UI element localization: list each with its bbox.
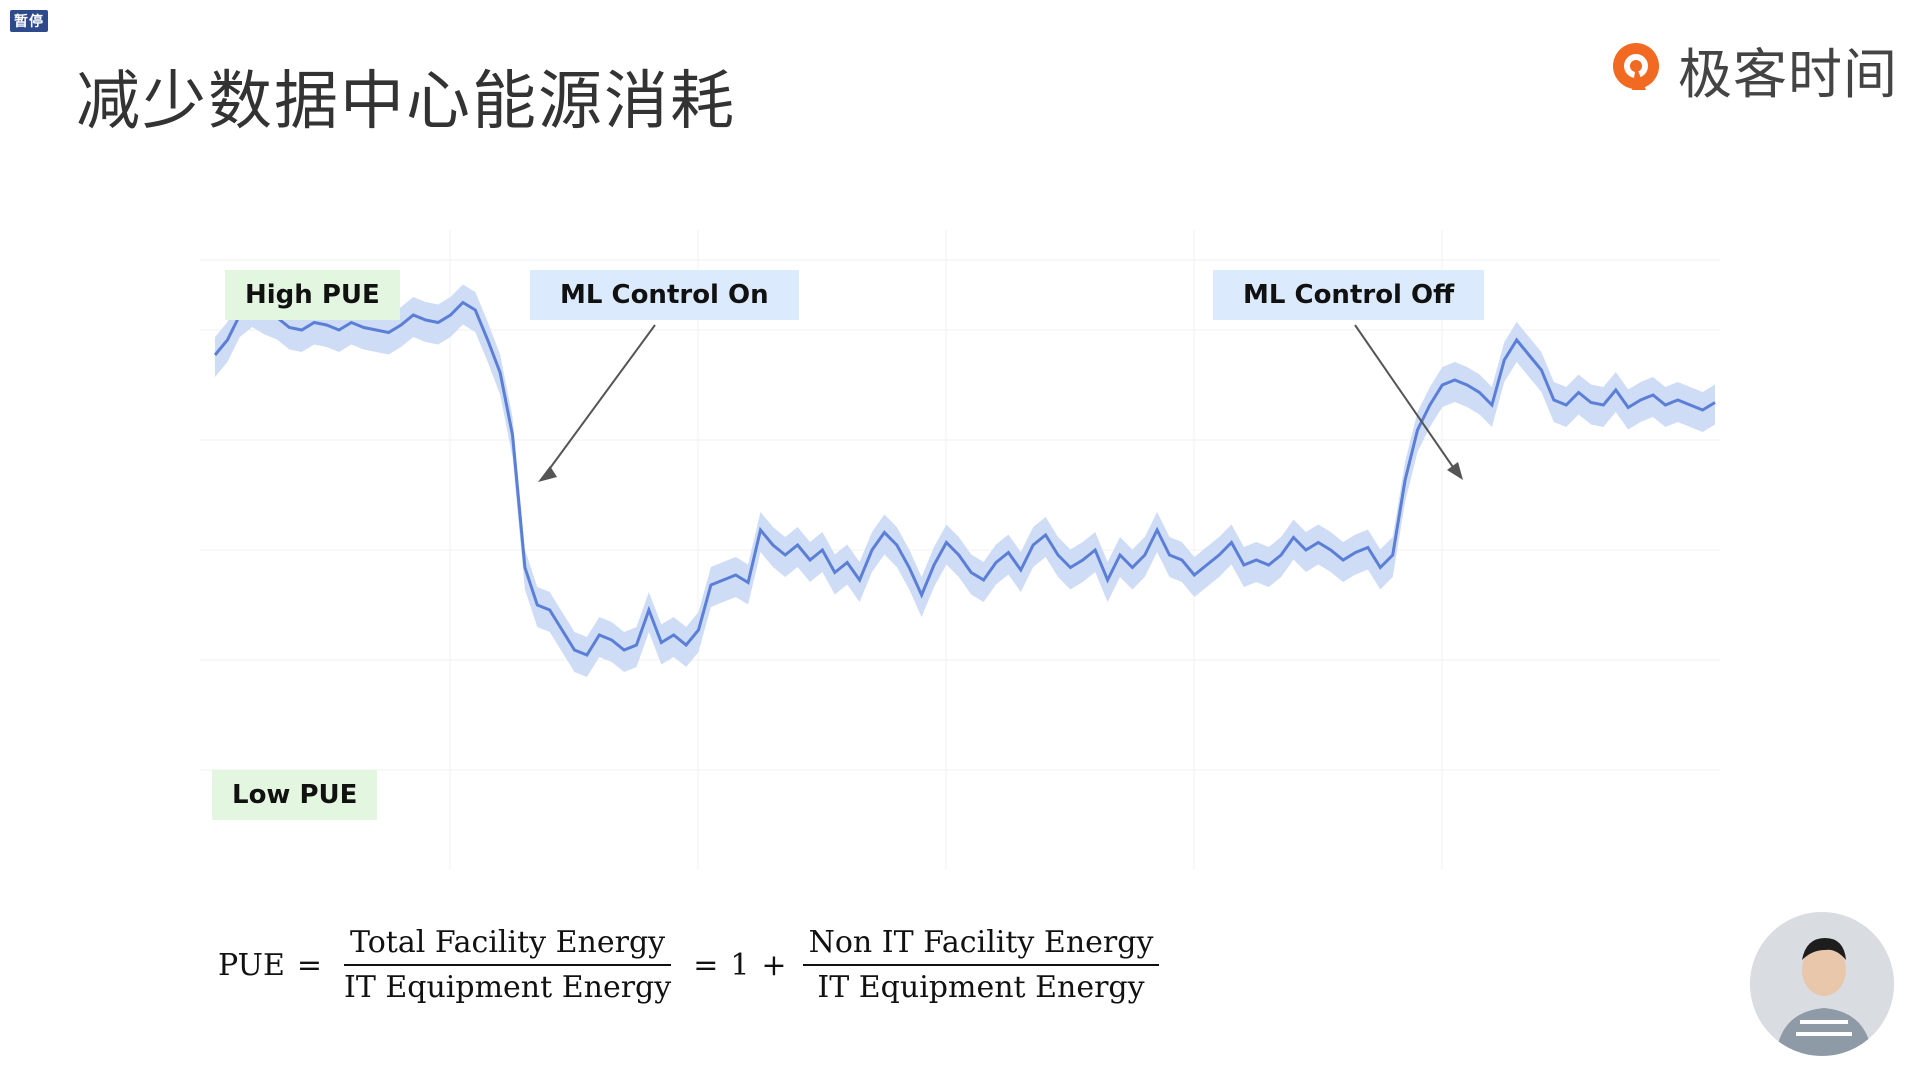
ml-control-off-label: ML Control Off: [1213, 270, 1485, 320]
fraction-1-numerator: Total Facility Energy: [344, 925, 672, 966]
brand-name: 极客时间: [1678, 43, 1898, 106]
formula-plus: +: [761, 947, 787, 983]
pue-chart: [200, 230, 1720, 870]
ml-on-arrow: [538, 324, 656, 482]
formula-one: 1: [730, 947, 750, 983]
pue-formula: PUE = Total Facility Energy IT Equipment…: [212, 925, 1169, 1005]
geektime-logo-icon: [1613, 42, 1659, 90]
formula-eq2: =: [693, 947, 719, 983]
confidence-band: [215, 284, 1715, 677]
ml-off-arrow: [1354, 324, 1463, 480]
fraction-1-denominator: IT Equipment Energy: [343, 970, 672, 1005]
brand: 极客时间: [1604, 30, 1898, 109]
presenter-avatar: [1750, 912, 1894, 1056]
slide-title: 减少数据中心能源消耗: [76, 65, 736, 139]
fraction-2-denominator: IT Equipment Energy: [817, 970, 1145, 1005]
high-pue-label: High PUE: [225, 270, 400, 320]
formula-lhs: PUE: [218, 947, 285, 983]
formula-fraction-1: Total Facility Energy IT Equipment Energ…: [338, 925, 677, 1005]
pue-line-chart: [200, 230, 1720, 870]
low-pue-label: Low PUE: [212, 770, 378, 820]
ml-control-on-label: ML Control On: [530, 270, 799, 320]
formula-fraction-2: Non IT Facility Energy IT Equipment Ener…: [802, 925, 1160, 1005]
pause-badge[interactable]: 暂停: [10, 10, 48, 32]
pue-series-line: [213, 300, 1716, 657]
formula-eq1: =: [296, 947, 322, 983]
person-icon: [1750, 912, 1894, 1056]
fraction-2-numerator: Non IT Facility Energy: [802, 925, 1160, 966]
